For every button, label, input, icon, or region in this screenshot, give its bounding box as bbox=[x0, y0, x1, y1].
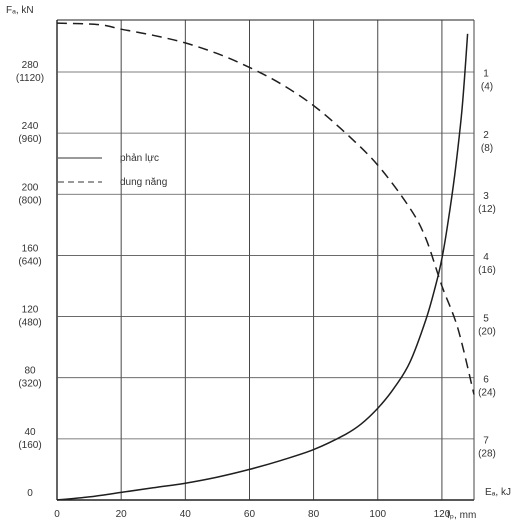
y2-tick-label-secondary: (20) bbox=[478, 326, 496, 337]
y2-tick-label: 7 bbox=[483, 436, 489, 447]
legend-label-phan-luc: phản lực bbox=[120, 153, 159, 164]
y-tick-label-secondary: (480) bbox=[18, 318, 41, 329]
y2-tick-label: 6 bbox=[483, 374, 489, 385]
grid bbox=[56, 19, 475, 501]
y-tick-label-secondary: (1120) bbox=[16, 73, 44, 84]
y-tick-label-secondary: (960) bbox=[18, 134, 41, 145]
y2-tick-label-secondary: (16) bbox=[478, 265, 496, 276]
series-line-phan-luc bbox=[56, 33, 469, 501]
tick-layer: 0 20 40 60 80 100 120040(160)80(320)120(480)16… bbox=[16, 60, 496, 520]
y-tick-label-secondary: (160) bbox=[18, 440, 41, 451]
x-tick-label: 60 bbox=[244, 509, 256, 520]
y2-tick-label-secondary: (12) bbox=[478, 204, 496, 215]
x-tick-label: 80 bbox=[308, 509, 320, 520]
y2-tick-label-secondary: (28) bbox=[478, 449, 496, 460]
y2-tick-label-secondary: (8) bbox=[481, 143, 493, 154]
y-tick-label-secondary: (800) bbox=[18, 195, 41, 206]
x-tick-label: 100 bbox=[369, 509, 386, 520]
y-axis-label: Fₐ, kN bbox=[6, 5, 34, 16]
x-tick-label: 40 bbox=[180, 509, 192, 520]
y-tick-label-secondary: (640) bbox=[18, 256, 41, 267]
y2-tick-label: 1 bbox=[483, 69, 489, 80]
y2-tick-label: 4 bbox=[483, 252, 489, 263]
y-tick-label: 80 bbox=[24, 366, 36, 377]
y-tick-label: 120 bbox=[22, 305, 39, 316]
y-tick-label: 0 bbox=[27, 488, 33, 499]
x-tick-label: 120 bbox=[434, 509, 451, 520]
y2-tick-label: 3 bbox=[483, 191, 489, 202]
y-tick-label: 240 bbox=[22, 121, 39, 132]
series-layer bbox=[56, 22, 475, 501]
legend: phản lực dung năng bbox=[58, 153, 167, 188]
y-tick-label: 40 bbox=[24, 427, 36, 438]
y-tick-label: 160 bbox=[22, 243, 39, 254]
x-tick-label: 0 bbox=[54, 509, 60, 520]
y2-tick-label-secondary: (4) bbox=[481, 82, 493, 93]
y2-tick-label: 5 bbox=[483, 313, 489, 324]
y2-axis-label: Eₐ, kJ bbox=[485, 487, 511, 498]
y2-tick-label-secondary: (24) bbox=[478, 387, 496, 398]
y-tick-label-secondary: (320) bbox=[18, 379, 41, 390]
legend-label-dung-nang: dung năng bbox=[120, 177, 167, 188]
x-axis-label: fₚ, mm bbox=[447, 510, 476, 521]
y-tick-label: 200 bbox=[22, 182, 39, 193]
y-tick-label: 280 bbox=[22, 60, 39, 71]
series-line-dung-nang bbox=[56, 22, 475, 395]
x-tick-label: 20 bbox=[116, 509, 128, 520]
y2-tick-label: 2 bbox=[483, 130, 489, 141]
